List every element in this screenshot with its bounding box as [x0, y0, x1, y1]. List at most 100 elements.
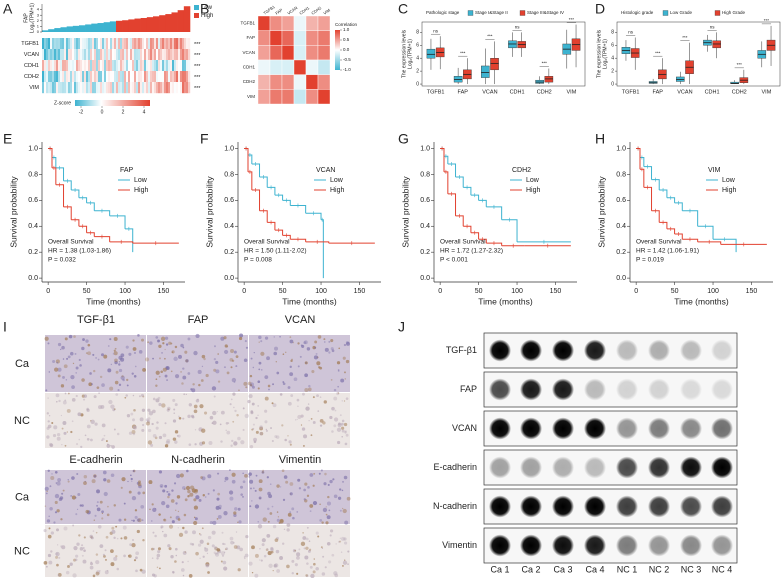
blot-dot	[711, 378, 733, 401]
km-step	[447, 163, 457, 177]
bar	[183, 6, 191, 32]
km-step	[659, 221, 668, 229]
heat-cell	[84, 82, 87, 94]
cell	[251, 545, 255, 550]
cell	[172, 419, 177, 423]
cell	[173, 482, 177, 485]
cell	[107, 345, 110, 347]
y-tick-label: 0	[416, 81, 419, 87]
cell	[313, 472, 316, 475]
bar	[116, 20, 123, 32]
heat-cell	[180, 60, 183, 72]
cell	[69, 562, 73, 566]
cell	[126, 384, 129, 387]
y-tick-label: 1.0	[224, 145, 234, 152]
cell	[259, 547, 261, 550]
cell	[120, 357, 125, 362]
row-label: NC	[14, 415, 30, 427]
cell	[281, 469, 285, 473]
heat-cell	[112, 60, 115, 72]
cell	[147, 417, 151, 421]
cell	[303, 341, 307, 345]
cell	[275, 549, 280, 554]
colorbar-tick-label: 1.0	[343, 27, 350, 32]
cell	[313, 558, 315, 560]
annotation: Overall Survival	[244, 239, 290, 246]
cell	[264, 420, 268, 424]
heat-cell	[88, 82, 91, 94]
cell	[75, 554, 79, 558]
annotation: P = 0.032	[48, 257, 76, 264]
cell	[48, 371, 51, 373]
heat-cell	[44, 49, 47, 61]
cell	[333, 571, 338, 576]
cell	[176, 473, 181, 479]
cell	[296, 555, 300, 560]
cell	[132, 339, 135, 342]
cell	[261, 470, 265, 474]
cell	[59, 496, 64, 500]
ihc-image	[44, 334, 147, 392]
y-tick-label: 0.4	[28, 223, 38, 230]
blot-dot	[680, 534, 702, 557]
cell	[317, 535, 320, 538]
cell	[285, 480, 289, 484]
cell	[270, 427, 272, 429]
cell	[261, 538, 266, 543]
heat-cell	[46, 60, 49, 72]
panel-letter: G	[398, 131, 409, 147]
cell	[58, 556, 61, 559]
legend-swatch	[194, 13, 199, 18]
column-label: Vimentin	[279, 454, 322, 466]
cell	[62, 421, 67, 425]
cell	[259, 432, 263, 436]
cell	[328, 351, 331, 354]
heat-cell	[122, 71, 125, 83]
cell	[57, 374, 61, 378]
cell	[198, 383, 201, 387]
cell	[142, 368, 147, 372]
column-label: NC 4	[712, 564, 733, 574]
heat-cell	[180, 38, 183, 50]
cell	[250, 487, 252, 490]
km-step	[109, 215, 126, 229]
heat-cell	[144, 60, 147, 72]
cell	[185, 485, 191, 491]
cell	[270, 547, 274, 552]
heat-cell	[126, 38, 129, 50]
heat-cell	[96, 38, 99, 50]
cell	[62, 358, 65, 360]
cell	[161, 351, 163, 354]
cell	[261, 471, 265, 474]
heat-cell	[108, 82, 111, 94]
cell	[279, 519, 284, 524]
row-label: CDH1	[243, 65, 256, 70]
heat-cell	[176, 82, 179, 94]
cell	[44, 336, 49, 341]
cell	[131, 429, 136, 434]
cell	[231, 479, 236, 484]
cell	[247, 399, 251, 404]
x-tick-label: 100	[315, 288, 327, 295]
heat-cell	[60, 60, 63, 72]
cell	[201, 527, 204, 530]
heat-cell	[86, 60, 89, 72]
heat-cell	[182, 49, 185, 61]
cell	[182, 417, 185, 420]
cell	[131, 480, 133, 482]
cell	[85, 509, 90, 514]
cell	[240, 440, 245, 445]
heat-cell	[48, 49, 51, 61]
cell	[53, 425, 58, 430]
cell	[95, 553, 99, 556]
heat-cell	[80, 60, 83, 72]
cell	[312, 500, 318, 506]
cell	[321, 572, 326, 576]
cell	[178, 354, 182, 359]
blot-dot	[520, 378, 542, 401]
x-tick-label: 50	[475, 288, 483, 295]
cell	[48, 560, 53, 565]
cell	[226, 430, 231, 435]
km-step	[651, 210, 660, 223]
cell	[152, 357, 154, 360]
